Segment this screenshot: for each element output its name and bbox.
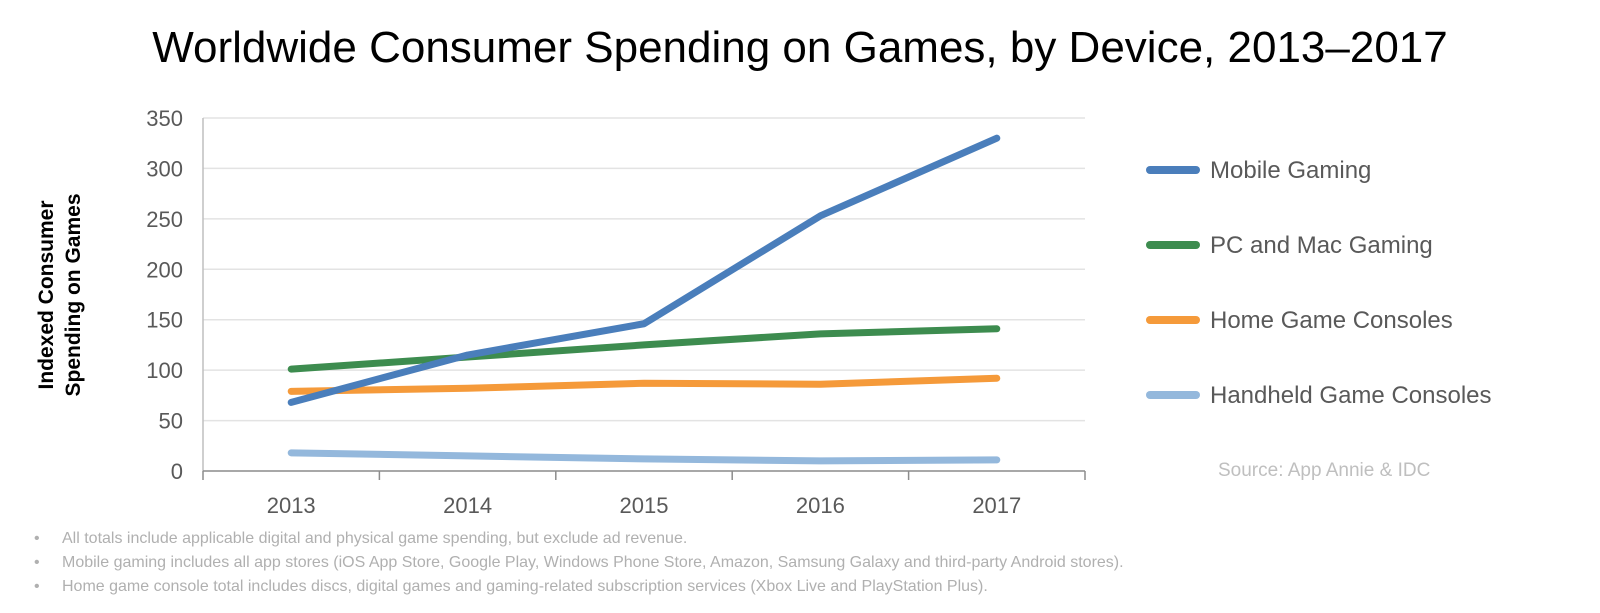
footnote-bullet: • [34,578,40,595]
legend-label: PC and Mac Gaming [1210,232,1433,259]
footnote-bullet: • [34,554,40,571]
y-tick-label: 350 [146,106,183,131]
legend-label: Handheld Game Consoles [1210,382,1492,409]
x-tick-label: 2016 [796,493,845,518]
footnote: Mobile gaming includes all app stores (i… [62,554,1124,571]
series-line-home-game-consoles [287,374,1001,395]
series-line-handheld-game-consoles [287,449,1001,465]
footnote: All totals include applicable digital an… [62,530,687,547]
y-axis-label-line2: Spending on Games [62,193,85,396]
source-note: Source: App Annie & IDC [1218,460,1430,481]
chart-title: Worldwide Consumer Spending on Games, by… [152,23,1448,72]
y-tick-label: 50 [159,409,183,434]
y-tick-label: 0 [171,459,183,484]
y-tick-label: 200 [146,257,183,282]
y-tick-label: 300 [146,156,183,181]
y-tick-label: 250 [146,207,183,232]
legend-label: Mobile Gaming [1210,157,1371,184]
footnote: Home game console total includes discs, … [62,578,988,595]
y-axis-label-line1: Indexed Consumer [35,200,58,389]
x-tick-label: 2014 [443,493,492,518]
y-tick-label: 100 [146,358,183,383]
series-line-mobile-gaming [287,134,1001,406]
x-tick-label: 2017 [972,493,1021,518]
legend-label: Home Game Consoles [1210,307,1453,334]
series-line-pc-and-mac-gaming [287,325,1001,373]
y-tick-label: 150 [146,308,183,333]
x-tick-label: 2013 [267,493,316,518]
x-tick-label: 2015 [620,493,669,518]
footnote-bullet: • [34,530,40,547]
